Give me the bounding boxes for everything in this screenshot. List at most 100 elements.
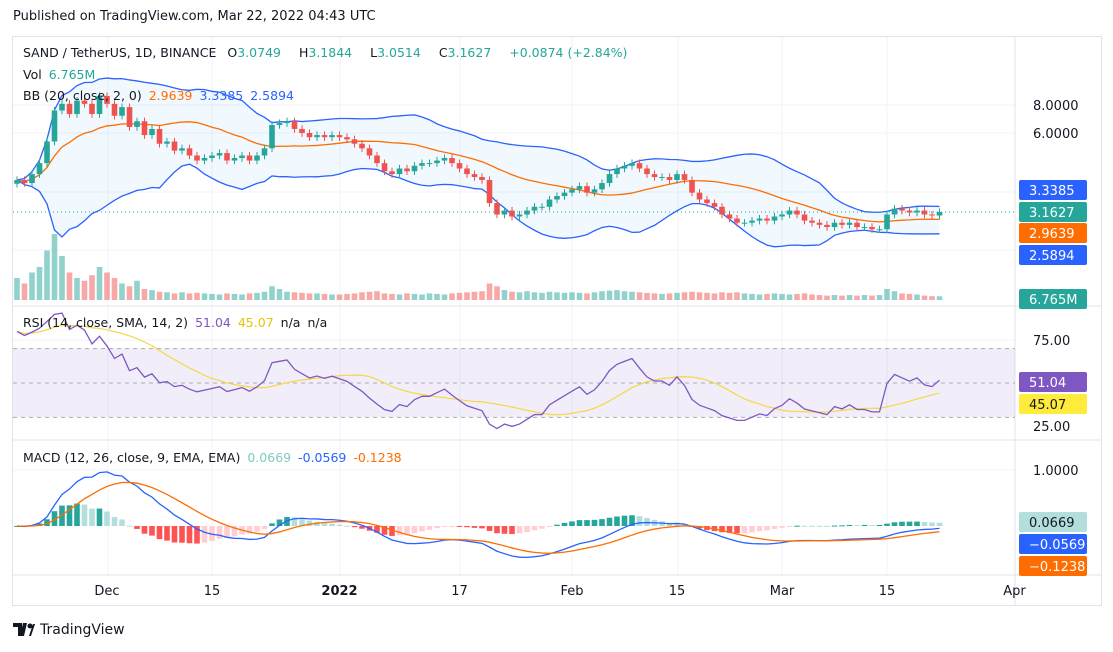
macd-tick: 1.0000 bbox=[1033, 464, 1079, 479]
volume-bar bbox=[644, 292, 650, 300]
candle-body bbox=[674, 174, 680, 180]
macd-histogram-bar bbox=[741, 526, 748, 534]
volume-bar bbox=[554, 292, 560, 300]
candle-body bbox=[261, 148, 268, 156]
volume-bar bbox=[689, 291, 695, 300]
candle-body bbox=[539, 206, 545, 208]
price-badge bbox=[1019, 394, 1087, 414]
macd-histogram-bar bbox=[411, 526, 418, 534]
volume-legend[interactable]: Vol 6.765M bbox=[23, 67, 102, 82]
close-label: C bbox=[438, 45, 448, 60]
volume-bar bbox=[329, 294, 335, 300]
price-badge bbox=[1019, 534, 1087, 554]
candle-body bbox=[779, 214, 785, 217]
candle-body bbox=[479, 177, 485, 180]
macd-histogram-bar bbox=[734, 526, 740, 534]
candle-body bbox=[501, 210, 508, 215]
candle-body bbox=[719, 206, 725, 215]
candle-body bbox=[524, 210, 530, 215]
macd-signal-value: -0.1238 bbox=[353, 450, 402, 465]
volume-bar bbox=[254, 292, 260, 300]
macd-histogram-bar bbox=[224, 526, 230, 538]
candle-body bbox=[434, 160, 440, 164]
volume-bar bbox=[719, 292, 725, 300]
bb-lower-line bbox=[16, 163, 940, 248]
macd-histogram-bar bbox=[254, 526, 260, 532]
candle-body bbox=[696, 192, 703, 200]
volume-bar bbox=[351, 293, 358, 300]
candle-body bbox=[224, 153, 230, 161]
volume-bar bbox=[186, 293, 193, 300]
macd-histogram-bar bbox=[516, 526, 523, 534]
macd-histogram-bar bbox=[561, 522, 568, 526]
volume-bar bbox=[216, 294, 223, 300]
bb-upper-line bbox=[16, 77, 940, 213]
volume-bar bbox=[306, 293, 313, 300]
candle-body bbox=[801, 214, 808, 221]
macd-histogram-bar bbox=[779, 526, 785, 528]
rsi-legend[interactable]: RSI (14, close, SMA, 14, 2) 51.04 45.07 n/a… bbox=[23, 315, 334, 330]
volume-bar bbox=[764, 293, 770, 300]
macd-histogram-bar bbox=[906, 521, 913, 526]
candle-body bbox=[554, 196, 560, 200]
volume-bar bbox=[411, 293, 418, 300]
candle-body bbox=[749, 220, 755, 223]
candle-body bbox=[89, 103, 95, 114]
bb-legend[interactable]: BB (20, close, 2, 0) 2.9639 3.3385 2.5894 bbox=[23, 88, 301, 103]
macd-histogram-bar bbox=[794, 525, 800, 527]
rsi-na-2: n/a bbox=[307, 315, 328, 330]
macd-legend[interactable]: MACD (12, 26, close, 9, EMA, EMA) 0.0669-… bbox=[23, 450, 409, 465]
brand-name: TradingView bbox=[40, 622, 125, 638]
volume-bar bbox=[749, 293, 755, 300]
volume-bar bbox=[126, 286, 133, 300]
price-badge-label: 6.765M bbox=[1029, 293, 1077, 308]
high-value: 3.1844 bbox=[308, 45, 353, 60]
main-legend: SAND / TetherUS, 1D, BINANCE O3.0749 H3.… bbox=[23, 45, 634, 60]
volume-bar bbox=[231, 293, 238, 300]
macd-histogram-bar bbox=[419, 526, 425, 532]
volume-bar bbox=[456, 292, 463, 300]
candle-body bbox=[96, 95, 103, 114]
volume-bar bbox=[494, 286, 500, 300]
macd-histogram-bar bbox=[284, 516, 290, 526]
candle-body bbox=[824, 224, 830, 228]
volume-bar bbox=[771, 293, 778, 300]
price-badge bbox=[1019, 512, 1087, 532]
macd-histogram-bar bbox=[614, 516, 620, 526]
symbol-title[interactable]: SAND / TetherUS, 1D, BINANCE bbox=[23, 45, 217, 60]
volume-bar bbox=[36, 267, 43, 300]
macd-histogram-bar bbox=[584, 520, 590, 526]
rsi-label: RSI (14, close, SMA, 14, 2) bbox=[23, 315, 189, 330]
high-label: H bbox=[298, 45, 309, 60]
time-axis-label: 17 bbox=[451, 584, 468, 599]
candle-body bbox=[74, 100, 80, 114]
rsi-na-1: n/a bbox=[280, 315, 301, 330]
volume-label: Vol bbox=[23, 67, 42, 82]
candle-body bbox=[659, 177, 665, 179]
macd-histogram-bar bbox=[81, 504, 88, 526]
volume-bar bbox=[516, 292, 523, 300]
candle-body bbox=[156, 128, 163, 144]
macd-histogram-bar bbox=[231, 526, 238, 537]
candle-body bbox=[629, 163, 635, 166]
volume-bar bbox=[741, 293, 748, 300]
candle-body bbox=[321, 135, 328, 138]
volume-bar bbox=[471, 291, 478, 300]
candle-body bbox=[816, 222, 823, 225]
candle-body bbox=[276, 123, 283, 126]
macd-histogram-bar bbox=[764, 526, 770, 531]
volume-bar bbox=[651, 293, 658, 300]
volume-bar bbox=[224, 293, 230, 300]
volume-bar bbox=[359, 292, 365, 300]
volume-bar bbox=[846, 295, 853, 300]
volume-bar bbox=[674, 292, 680, 300]
tradingview-logo[interactable]: TradingView bbox=[13, 622, 125, 638]
candle-body bbox=[831, 222, 838, 228]
macd-histogram-bar bbox=[111, 516, 118, 526]
chart-frame[interactable] bbox=[12, 36, 1102, 606]
macd-histogram-bar bbox=[914, 521, 920, 526]
macd-histogram-bar bbox=[216, 526, 223, 539]
volume-bar bbox=[381, 293, 388, 300]
macd-histogram-bar bbox=[884, 523, 890, 526]
